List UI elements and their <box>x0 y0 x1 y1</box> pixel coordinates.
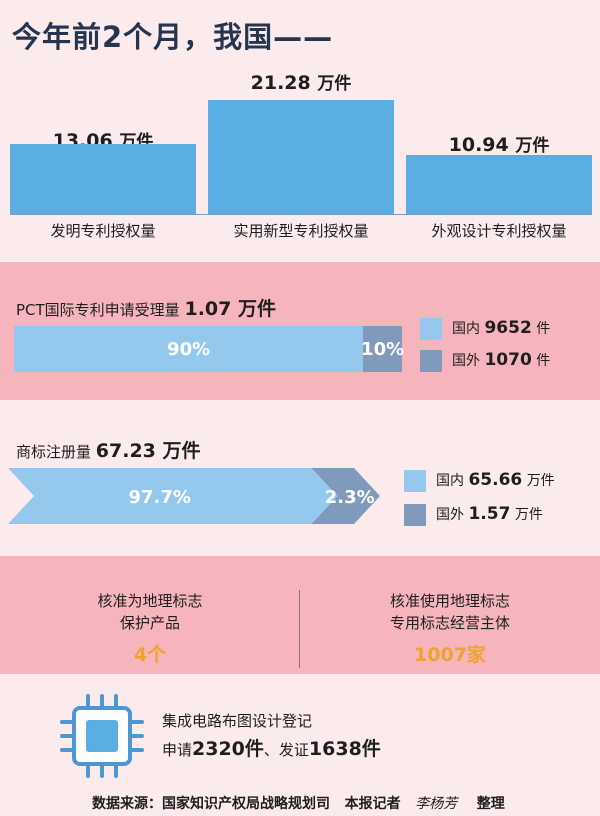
pct-segment-domestic: 90% <box>14 326 364 372</box>
geo-indication-section: 核准为地理标志 保护产品 4个 核准使用地理标志 专用标志经营主体 1007家 <box>0 556 600 674</box>
geo-right-label: 核准使用地理标志 专用标志经营主体 <box>389 592 510 632</box>
trademark-section: 商标注册量 67.23 万件 97.7% 2.3% 国内 65.66 万件 国外… <box>0 406 600 552</box>
bar-category-design: 外观设计专利授权量 <box>431 222 567 240</box>
chip-icon <box>60 694 144 778</box>
source-credit: 数据来源：国家知识产权局战略规划司 本报记者 李杨芳 整理 <box>92 796 505 812</box>
trademark-segment-foreign <box>311 468 380 524</box>
pct-legend-domestic: 国内 9652 件 <box>452 318 551 338</box>
bar-value-label-utility: 21.28 万件 <box>250 72 352 94</box>
pct-stacked-bar: 90% 10% <box>14 326 404 372</box>
bar-invention <box>10 143 196 214</box>
trademark-percent-domestic: 97.7% <box>128 487 190 508</box>
ic-section: 集成电路布图设计登记 申请2320件、发证1638件 <box>0 676 600 788</box>
bar-utility <box>208 99 394 214</box>
bar-value-label-design: 10.94 万件 <box>448 134 550 156</box>
trademark-legend-foreign: 国外 1.57 万件 <box>436 504 543 524</box>
trademark-segment-domestic <box>8 468 338 524</box>
geo-left-label: 核准为地理标志 保护产品 <box>97 592 203 632</box>
ic-line1: 集成电路布图设计登记 <box>162 712 313 730</box>
baseline <box>10 214 592 215</box>
pct-legend-swatch-domestic <box>420 318 442 340</box>
geo-right-value: 1007家 <box>414 644 486 666</box>
pct-title: PCT国际专利申请受理量 1.07 万件 <box>16 298 276 320</box>
trademark-arrow-bar: 97.7% 2.3% <box>8 468 380 524</box>
pct-legend-foreign: 国外 1070 件 <box>452 350 551 370</box>
trademark-percent-foreign: 2.3% <box>325 487 375 508</box>
geo-left-value: 4个 <box>133 644 167 666</box>
pct-section: PCT国际专利申请受理量 1.07 万件 90% 10% 国内 9652 件 国… <box>0 262 600 400</box>
patent-bar-chart: 13.06 万件 21.28 万件 10.94 万件 发明专利授权量 实用新型专… <box>0 62 600 254</box>
pct-legend-swatch-foreign <box>420 350 442 372</box>
bar-design <box>406 155 592 214</box>
bar-category-invention: 发明专利授权量 <box>50 222 156 240</box>
bar-category-utility: 实用新型专利授权量 <box>233 222 369 240</box>
trademark-title: 商标注册量 67.23 万件 <box>16 440 201 462</box>
trademark-legend-swatch-foreign <box>404 504 426 526</box>
page-title: 今年前2个月，我国—— <box>12 20 334 54</box>
pct-segment-foreign: 10% <box>361 326 404 372</box>
ic-line2: 申请2320件、发证1638件 <box>162 738 381 760</box>
geo-divider <box>299 590 300 668</box>
trademark-legend-domestic: 国内 65.66 万件 <box>436 470 555 490</box>
trademark-legend-swatch-domestic <box>404 470 426 492</box>
